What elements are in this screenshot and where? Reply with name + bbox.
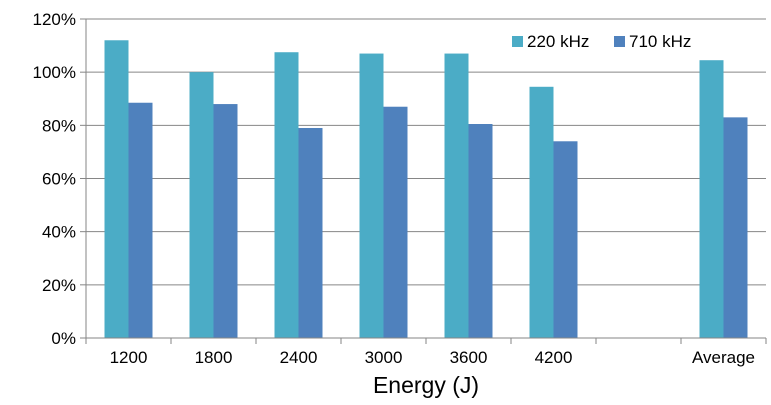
y-tick-label: 80% [42,116,76,135]
bar-series-2 [383,106,408,338]
y-tick-label: 20% [42,276,76,295]
x-tick-label: 3600 [450,348,488,367]
x-tick-label: Average [692,348,755,367]
bar-series-2 [128,102,153,338]
legend-label: 220 kHz [527,32,589,51]
legend-swatch [512,36,523,47]
y-tick-label: 120% [33,10,76,29]
bar-series-1 [359,53,384,338]
legend-swatch [614,36,625,47]
y-tick-label: 100% [33,63,76,82]
y-tick-label: 0% [51,329,76,348]
bar-series-2 [723,117,748,338]
x-tick-label: 2400 [280,348,318,367]
bar-series-1 [274,52,299,339]
x-tick-label: 1200 [110,348,148,367]
bars [104,40,748,339]
x-axis-title: Energy (J) [373,372,479,398]
y-tick-label: 60% [42,170,76,189]
gridlines [86,18,766,286]
bar-series-2 [553,141,578,338]
bar-series-1 [529,86,554,338]
y-tick-label: 40% [42,223,76,242]
y-tick-labels: 0% 20% 40% 60% 80% 100% 120% [33,10,86,348]
bar-series-1 [444,53,469,338]
bar-series-1 [189,72,214,339]
legend-label: 710 kHz [629,32,691,51]
bar-series-2 [298,127,323,338]
x-tick-label: 4200 [535,348,573,367]
x-tick-labels: 1200 1800 2400 3000 3600 4200 Average [85,338,767,367]
bar-series-1 [104,40,129,339]
legend: 220 kHz 710 kHz [512,32,691,51]
x-tick-label: 3000 [365,348,403,367]
bar-series-2 [468,124,493,338]
bar-series-2 [213,104,238,338]
bar-series-1 [699,60,724,339]
x-tick-label: 1800 [195,348,233,367]
